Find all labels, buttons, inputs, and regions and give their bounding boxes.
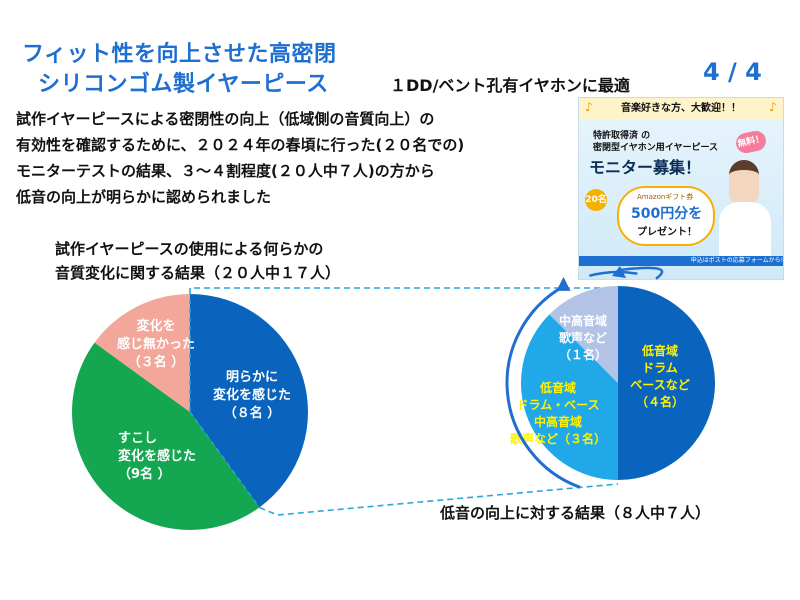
title-line-2: シリコンゴム製イヤーピース	[38, 72, 329, 97]
right-pie-slice-2-label: 低音域ドラム・ベース中高音域歌声など（３名）	[510, 380, 606, 446]
body-line-2: 有効性を確認するために、２０２４年の春頃に行った(２０名での)	[16, 136, 465, 154]
body-line-4: 低音の向上が明らかに認められました	[16, 188, 272, 206]
music-note-icon: ♪	[585, 100, 593, 114]
page-number: 4 / 4	[703, 58, 762, 86]
flyer-present: プレゼント！	[637, 227, 697, 238]
left-pie-slice-1-label: 明らかに変化を感じた（８名 ）	[213, 370, 291, 421]
left-pie-slice-2	[72, 342, 260, 530]
gift-bubble	[617, 186, 715, 246]
body-text: 試作イヤーピースによる密閉性の向上（低域側の音質向上）の 有効性を確認するために…	[16, 106, 576, 210]
left-pie-slice-1	[190, 294, 308, 508]
flyer-main-heading: モニター募集！	[589, 158, 702, 177]
body-line-3: モニターテストの結果、３～４割程度(２０人中７人)の方から	[16, 162, 435, 180]
subtitle: １DD/ベント孔有イヤホンに最適	[390, 76, 630, 95]
right-chart-title: 低音の向上に対する結果（８人中７人）	[440, 504, 711, 522]
person-illustration-head	[729, 160, 759, 206]
left-chart-title-line-1: 試作イヤーピースの使用による何らかの	[55, 240, 324, 258]
flyer-gift-label: Amazonギフト券	[637, 193, 694, 201]
right-pie-slice-3	[549, 285, 618, 383]
left-chart-title: 試作イヤーピースの使用による何らかの 音質変化に関する結果（２０人中１７人）	[55, 237, 340, 285]
right-pie-slice-1	[618, 286, 715, 480]
left-pie-slice-2-label: すこし変化を感じた（9名 ）	[118, 431, 196, 482]
left-pie-guide-line	[189, 411, 260, 508]
left-chart-title-line-2: 音質変化に関する結果（２０人中１７人）	[55, 264, 341, 282]
cycle-arc-top	[588, 270, 638, 278]
right-pie-chart: 低音域ドラムベースなど（４名） 低音域ドラム・ベース中高音域歌声など（３名） 中高音…	[510, 285, 715, 480]
left-pie-chart: 明らかに変化を感じた（８名 ） すこし変化を感じた（9名 ） 変化を感じ無かった（３…	[72, 294, 308, 530]
right-pie-slice-2	[520, 314, 618, 480]
arrowhead-to-flyer	[612, 266, 626, 278]
flyer-count-badge: 20名	[585, 189, 607, 211]
music-note-icon: ♪	[769, 100, 777, 114]
cycle-arrow	[505, 266, 664, 489]
left-pie-slice-3-label: 変化を感じ無かった（３名 ）	[117, 318, 195, 370]
title-line-1: フィット性を向上させた高密閉	[22, 42, 337, 67]
cycle-arc-left	[505, 285, 581, 489]
connector-bottom	[259, 483, 619, 516]
left-pie-slice-3	[94, 294, 190, 412]
right-pie-slice-1-label: 低音域ドラムベースなど（４名）	[630, 343, 689, 409]
body-line-1: 試作イヤーピースによる密閉性の向上（低域側の音質向上）の	[16, 110, 435, 128]
flyer-subtitle-2: 密閉型イヤホン用イヤーピース	[593, 143, 719, 153]
flyer-footer: 申込はポストの応募フォームから!	[579, 256, 783, 266]
monitor-recruitment-flyer: 音楽好きな方、大歓迎！！ ♪ ♪ 特許取得済 の 密閉型イヤホン用イヤーピース …	[578, 97, 784, 280]
arrow-to-flyer	[619, 266, 664, 280]
flyer-top-banner: 音楽好きな方、大歓迎！！	[579, 98, 783, 120]
right-pie-slice-3-label: 中高音域歌声など（１名）	[559, 313, 607, 362]
flyer-subtitle-1: 特許取得済 の	[593, 131, 651, 141]
person-illustration-body	[719, 202, 771, 256]
flyer-gift-amount: 500円分を	[631, 206, 703, 222]
cycle-arrowhead	[556, 276, 571, 291]
